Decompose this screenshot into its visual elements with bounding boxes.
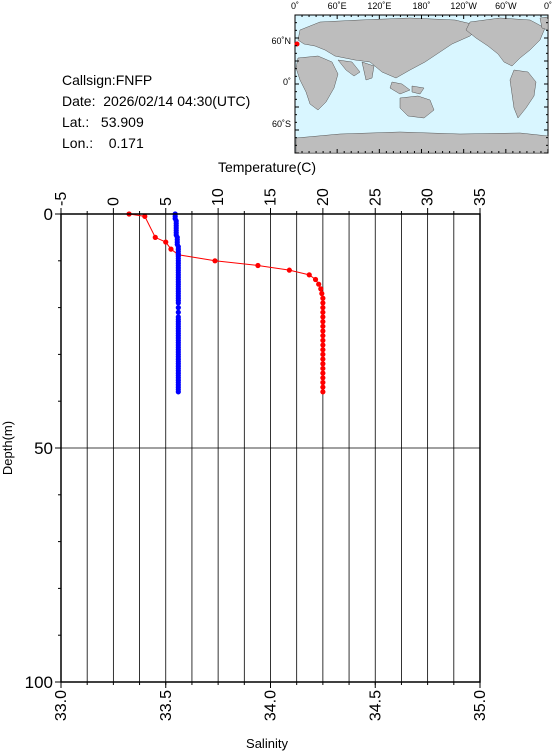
temperature-tick-label: 5 [158,197,175,206]
temperature-point [163,239,169,245]
temperature-point [255,262,261,269]
temperature-point [320,384,326,390]
temperature-point [320,295,326,301]
temperature-point [320,337,326,343]
temperature-point [320,309,326,315]
temperature-point [319,290,325,297]
temperature-point [320,305,326,311]
temperature-point [320,370,326,376]
temperature-point [320,347,326,353]
temperature-tick-label: 30 [420,188,437,206]
depth-tick-label: 50 [34,439,53,458]
temperature-point [320,365,326,372]
date-text: Date: 2026/02/14 04:30(UTC) [62,93,251,109]
arabia-india-landmass [337,59,375,81]
map-longitude-label: 0˚ [544,1,552,11]
temperature-point [320,356,326,362]
salinity-point [175,300,181,306]
longitude-text: Lon.: 0.171 [62,135,144,151]
africa-landmass [295,55,339,111]
map-longitude-label: 120˚E [367,1,391,11]
map-latitude-label: 60˚S [272,119,291,129]
map-ticks [294,14,549,154]
temperature-point [168,246,174,252]
salinity-point [175,389,181,395]
temperature-point [286,267,292,273]
salinity-tick-label: 34.0 [263,690,280,721]
temperature-tick-label: 15 [263,188,280,206]
map-longitude-label: 0˚ [291,1,299,11]
southeast-asia-islands [389,81,425,95]
temperature-point [320,300,326,306]
map-longitude-label: 180˚ [412,1,430,11]
map-latitude-label: 60˚N [271,36,291,46]
temperature-tick-label: -5 [53,192,70,206]
temperature-point [320,333,326,339]
temperature-point [316,281,322,287]
map-land [295,16,549,154]
temperature-point [320,375,326,381]
north-america-landmass [465,17,546,67]
map-longitude-label: 60˚W [495,1,517,11]
temperature-tick-label: 0 [105,197,122,206]
map-longitude-labels: 0˚ 60˚E 120˚E 180˚ 120˚W 60˚W 0˚ [291,1,552,11]
temperature-point [320,323,326,329]
temperature-point [212,258,218,264]
latitude-text: Lat.: 53.909 [62,114,144,130]
temperature-point [320,361,326,367]
salinity-tick-label: 33.0 [53,690,70,721]
salinity-tick-label: 34.5 [367,690,384,721]
temperature-tick-label: 35 [472,188,489,206]
salinity-axis-title: Salinity [246,736,288,751]
chart-series [126,211,326,395]
salinity-tick-label: 35.0 [472,690,489,721]
salinity-point [175,309,181,315]
temperature-point [142,213,148,219]
temperature-tick-label: 25 [367,188,384,206]
depth-axis-title: Depth(m) [0,421,15,475]
australia-landmass [399,95,435,119]
south-america-landmass [509,69,537,119]
temperature-point [312,276,319,283]
temperature-point [306,272,312,278]
salinity-point [175,305,181,311]
temperature-line [129,213,324,392]
temperature-point [320,342,326,348]
temperature-point [320,314,326,320]
temperature-tick-label: 20 [315,188,332,206]
map-longitude-label: 60˚E [328,1,347,11]
temperature-tick-label: 10 [210,188,227,206]
map-longitude-label: 120˚W [450,1,477,11]
temperature-point [320,379,326,386]
callsign-text: Callsign:FNFP [62,72,153,88]
temperature-point [152,234,158,240]
chart-grid [61,214,480,682]
eurasia-landmass [297,17,481,79]
antarctica-landmass [295,131,549,154]
depth-tick-label: 100 [25,673,53,692]
salinity-tick-label: 33.5 [158,690,175,721]
temperature-point [320,351,326,357]
temperature-point [320,328,326,334]
temperature-point [320,319,326,325]
temperature-point [318,286,324,292]
world-map: 0˚ 60˚E 120˚E 180˚ 120˚W 60˚W 0˚ 60˚N 0˚ 60˚S [271,1,552,154]
map-latitude-label: 0˚ [283,77,291,87]
depth-tick-label: 0 [44,205,53,224]
temperature-point [320,389,326,395]
map-latitude-labels: 60˚N 0˚ 60˚S [271,36,291,129]
temperature-axis-title: Temperature(C) [218,159,316,175]
